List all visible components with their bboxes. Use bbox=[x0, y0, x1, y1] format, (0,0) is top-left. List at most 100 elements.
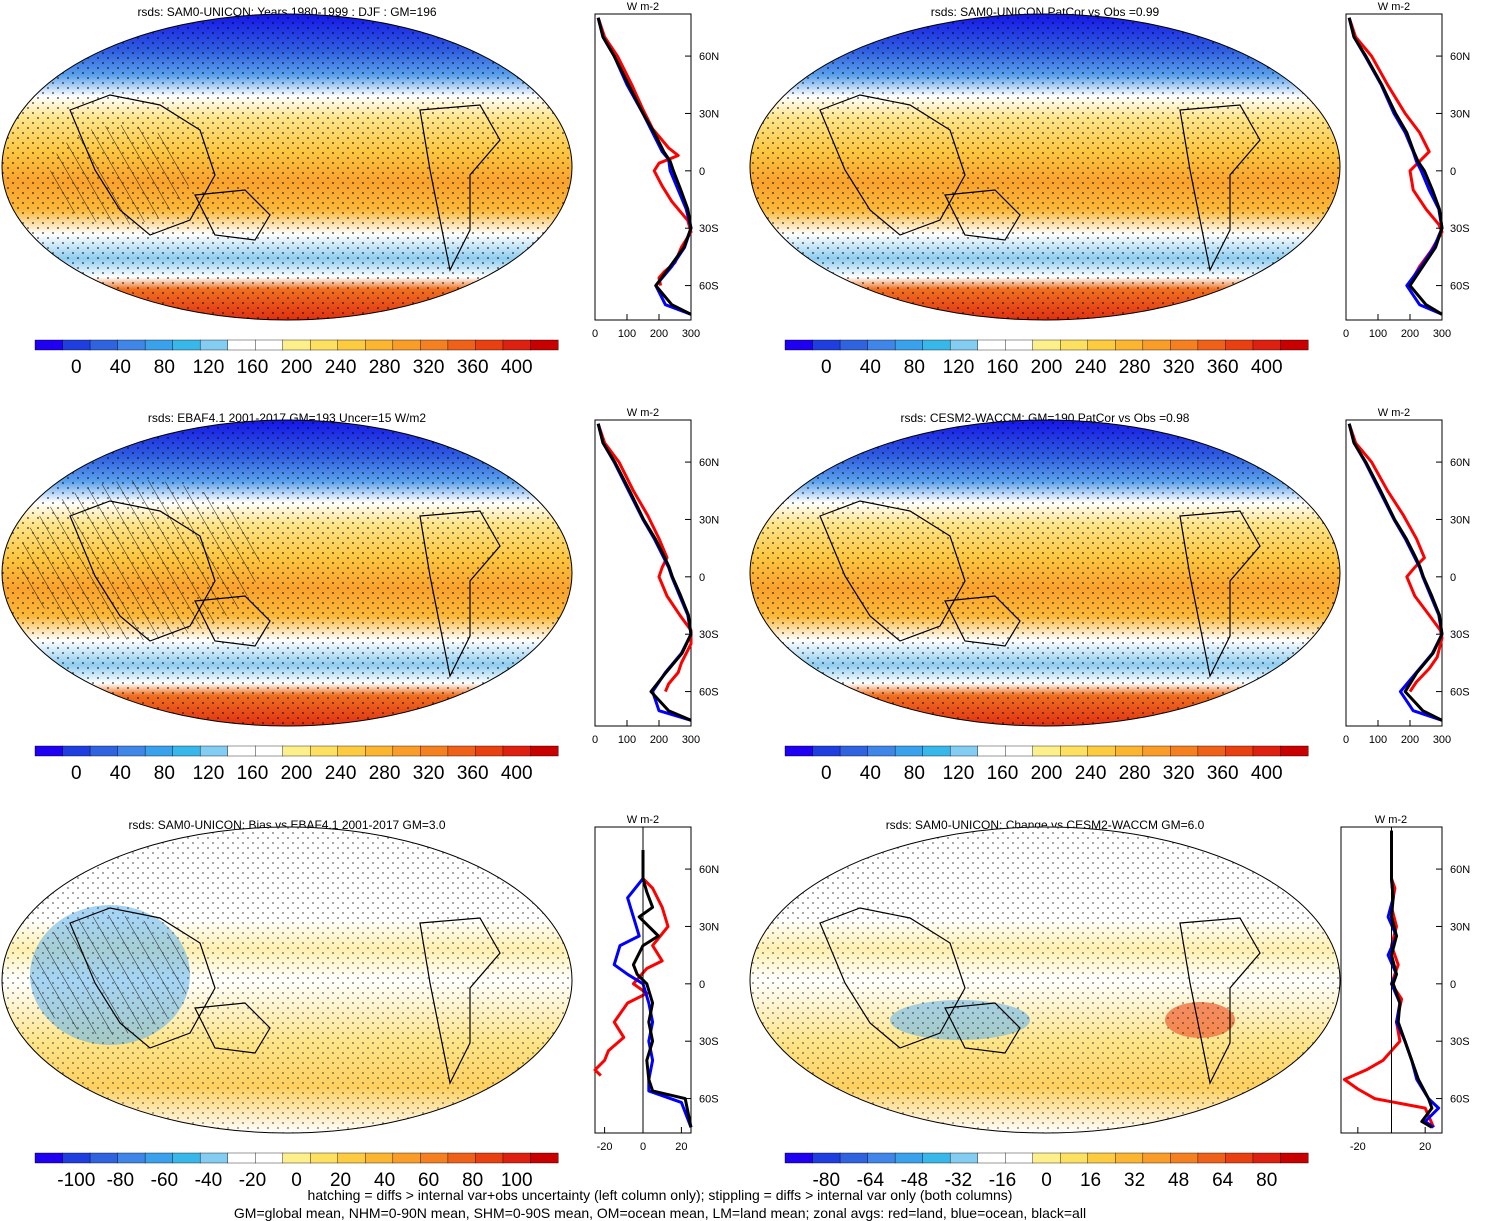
colorbar-swatch bbox=[1060, 339, 1089, 351]
colorbar-swatch bbox=[117, 1152, 146, 1164]
colorbar-swatch bbox=[1032, 1152, 1061, 1164]
profile-series-line bbox=[1347, 423, 1444, 722]
profile-y-tick-label: 30S bbox=[699, 223, 719, 235]
colorbar-swatch bbox=[1087, 339, 1116, 351]
colorbar-swatch bbox=[1142, 339, 1171, 351]
panel-4-coastline-americas bbox=[1179, 510, 1261, 678]
profile-series-line bbox=[593, 850, 670, 1077]
panel-3-coastline-africa-eurasia bbox=[69, 500, 216, 642]
panel-3-colorbar: 0 40 80 120 160 200 240 280 320 360 400 bbox=[34, 745, 559, 784]
panel-6: rsds: SAM0-UNICON: Change vs CESM2-WACCM… bbox=[749, 814, 1470, 1191]
panel-4-coastline-africa-eurasia bbox=[819, 500, 966, 642]
panel-4-colorbar: 0 40 80 120 160 200 240 280 320 360 400 bbox=[784, 745, 1309, 784]
panel-4-coastline-australia bbox=[944, 595, 1021, 647]
panel-6-profile-lines bbox=[1342, 830, 1441, 1129]
colorbar-swatch bbox=[812, 1152, 841, 1164]
colorbar-tick-label: 240 bbox=[325, 357, 357, 378]
colorbar-swatch bbox=[1170, 745, 1199, 757]
colorbar-swatch bbox=[1197, 1152, 1226, 1164]
panel-1-profile-unit: W m-2 bbox=[627, 1, 659, 13]
panel-3: rsds: EBAF4.1 2001-2017 GM=193 Uncer=15 … bbox=[1, 407, 719, 784]
colorbar-swatch bbox=[1142, 745, 1171, 757]
colorbar-swatch bbox=[34, 339, 64, 351]
colorbar-swatch bbox=[812, 745, 841, 757]
colorbar-swatch bbox=[282, 339, 311, 351]
panel-2-profile-lines bbox=[1347, 17, 1444, 316]
panel-6-coastline-africa-eurasia bbox=[819, 907, 966, 1049]
colorbar-swatch bbox=[365, 339, 394, 351]
colorbar-swatch bbox=[1060, 1152, 1089, 1164]
colorbar-tick-label: 200 bbox=[1031, 357, 1063, 378]
footer-line-2: GM=global mean, NHM=0-90N mean, SHM=0-90… bbox=[234, 1205, 1086, 1221]
colorbar-swatch bbox=[227, 1152, 256, 1164]
panel-1-profile-axes: 60N 30N 0 30S 60S 0 100 200 300 bbox=[592, 51, 719, 340]
colorbar-tick-label: 40 bbox=[860, 763, 881, 784]
panel-5-coastline-australia bbox=[194, 1002, 271, 1054]
colorbar-swatch bbox=[392, 339, 421, 351]
profile-y-tick-label: 0 bbox=[699, 979, 705, 991]
colorbar-tick-label: 16 bbox=[1080, 1170, 1101, 1191]
colorbar-tick-label: -100 bbox=[57, 1170, 95, 1191]
profile-x-tick-label: 200 bbox=[650, 328, 668, 340]
profile-y-tick-label: 30S bbox=[1450, 223, 1470, 235]
colorbar-tick-label: 32 bbox=[1124, 1170, 1145, 1191]
profile-x-tick-label: 20 bbox=[1419, 1141, 1431, 1153]
colorbar-swatch bbox=[337, 745, 366, 757]
panel-2-map-border bbox=[749, 13, 1341, 321]
colorbar-swatch bbox=[144, 745, 174, 757]
colorbar-swatch bbox=[949, 745, 979, 757]
colorbar-swatch bbox=[172, 745, 201, 757]
profile-y-tick-label: 30S bbox=[699, 1036, 719, 1048]
panel-3-profile-unit: W m-2 bbox=[627, 407, 659, 419]
colorbar-swatch bbox=[977, 339, 1006, 351]
panel-4-profile-axes: 60N 30N 0 30S 60S 0 100 200 300 bbox=[1343, 457, 1470, 746]
colorbar-tick-label: 40 bbox=[860, 357, 881, 378]
colorbar-swatch bbox=[117, 339, 146, 351]
profile-x-tick-label: 300 bbox=[1433, 734, 1451, 746]
colorbar-swatch bbox=[1115, 1152, 1144, 1164]
panel-5-hatching bbox=[30, 915, 190, 1035]
colorbar-swatch bbox=[949, 1152, 979, 1164]
panel-5-profile: W m-2 60N 30N 0 30S 60S -20 0 20 bbox=[593, 814, 719, 1153]
colorbar-swatch bbox=[1170, 1152, 1199, 1164]
colorbar-swatch bbox=[62, 339, 91, 351]
panel-4-stippling bbox=[750, 420, 1340, 726]
colorbar-tick-label: -80 bbox=[813, 1170, 840, 1191]
colorbar-swatch bbox=[1005, 339, 1034, 351]
colorbar-swatch bbox=[310, 339, 339, 351]
panel-1: rsds: SAM0-UNICON: Years 1980-1999 : DJF… bbox=[1, 1, 719, 378]
colorbar-swatch bbox=[922, 339, 951, 351]
profile-series-line bbox=[1347, 17, 1444, 316]
colorbar-swatch bbox=[144, 339, 174, 351]
colorbar-tick-label: 320 bbox=[413, 357, 445, 378]
colorbar-tick-label: 40 bbox=[374, 1170, 395, 1191]
panel-2-colorbar: 0 40 80 120 160 200 240 280 320 360 400 bbox=[784, 339, 1309, 378]
profile-y-tick-label: 60N bbox=[699, 864, 719, 876]
colorbar-swatch bbox=[447, 339, 476, 351]
colorbar-swatch bbox=[1087, 745, 1116, 757]
colorbar-swatch bbox=[117, 745, 146, 757]
colorbar-swatch bbox=[255, 1152, 284, 1164]
panel-4-profile-unit: W m-2 bbox=[1378, 407, 1410, 419]
panel-5-profile-unit: W m-2 bbox=[627, 814, 659, 826]
colorbar-tick-label: 0 bbox=[821, 763, 832, 784]
colorbar-swatch bbox=[949, 339, 979, 351]
profile-y-tick-label: 30N bbox=[1450, 108, 1470, 120]
colorbar-swatch bbox=[502, 339, 531, 351]
profile-y-tick-label: 0 bbox=[699, 572, 705, 584]
colorbar-swatch bbox=[839, 745, 869, 757]
colorbar-tick-label: 200 bbox=[281, 763, 313, 784]
colorbar-swatch bbox=[1252, 745, 1281, 757]
panel-3-hatching bbox=[20, 480, 260, 640]
panel-1-profile-lines bbox=[596, 17, 693, 316]
profile-y-tick-label: 60N bbox=[699, 457, 719, 469]
colorbar-swatch bbox=[337, 1152, 366, 1164]
colorbar-swatch bbox=[977, 1152, 1006, 1164]
colorbar-swatch bbox=[1005, 1152, 1034, 1164]
colorbar-swatch bbox=[1032, 339, 1061, 351]
colorbar-tick-label: 320 bbox=[413, 763, 445, 784]
colorbar-swatch bbox=[1170, 339, 1199, 351]
profile-x-tick-label: 20 bbox=[675, 1141, 687, 1153]
profile-y-tick-label: 60S bbox=[1450, 281, 1470, 293]
panel-2-profile: W m-2 60N 30N 0 30S 60S 0 100 200 300 bbox=[1343, 1, 1470, 340]
